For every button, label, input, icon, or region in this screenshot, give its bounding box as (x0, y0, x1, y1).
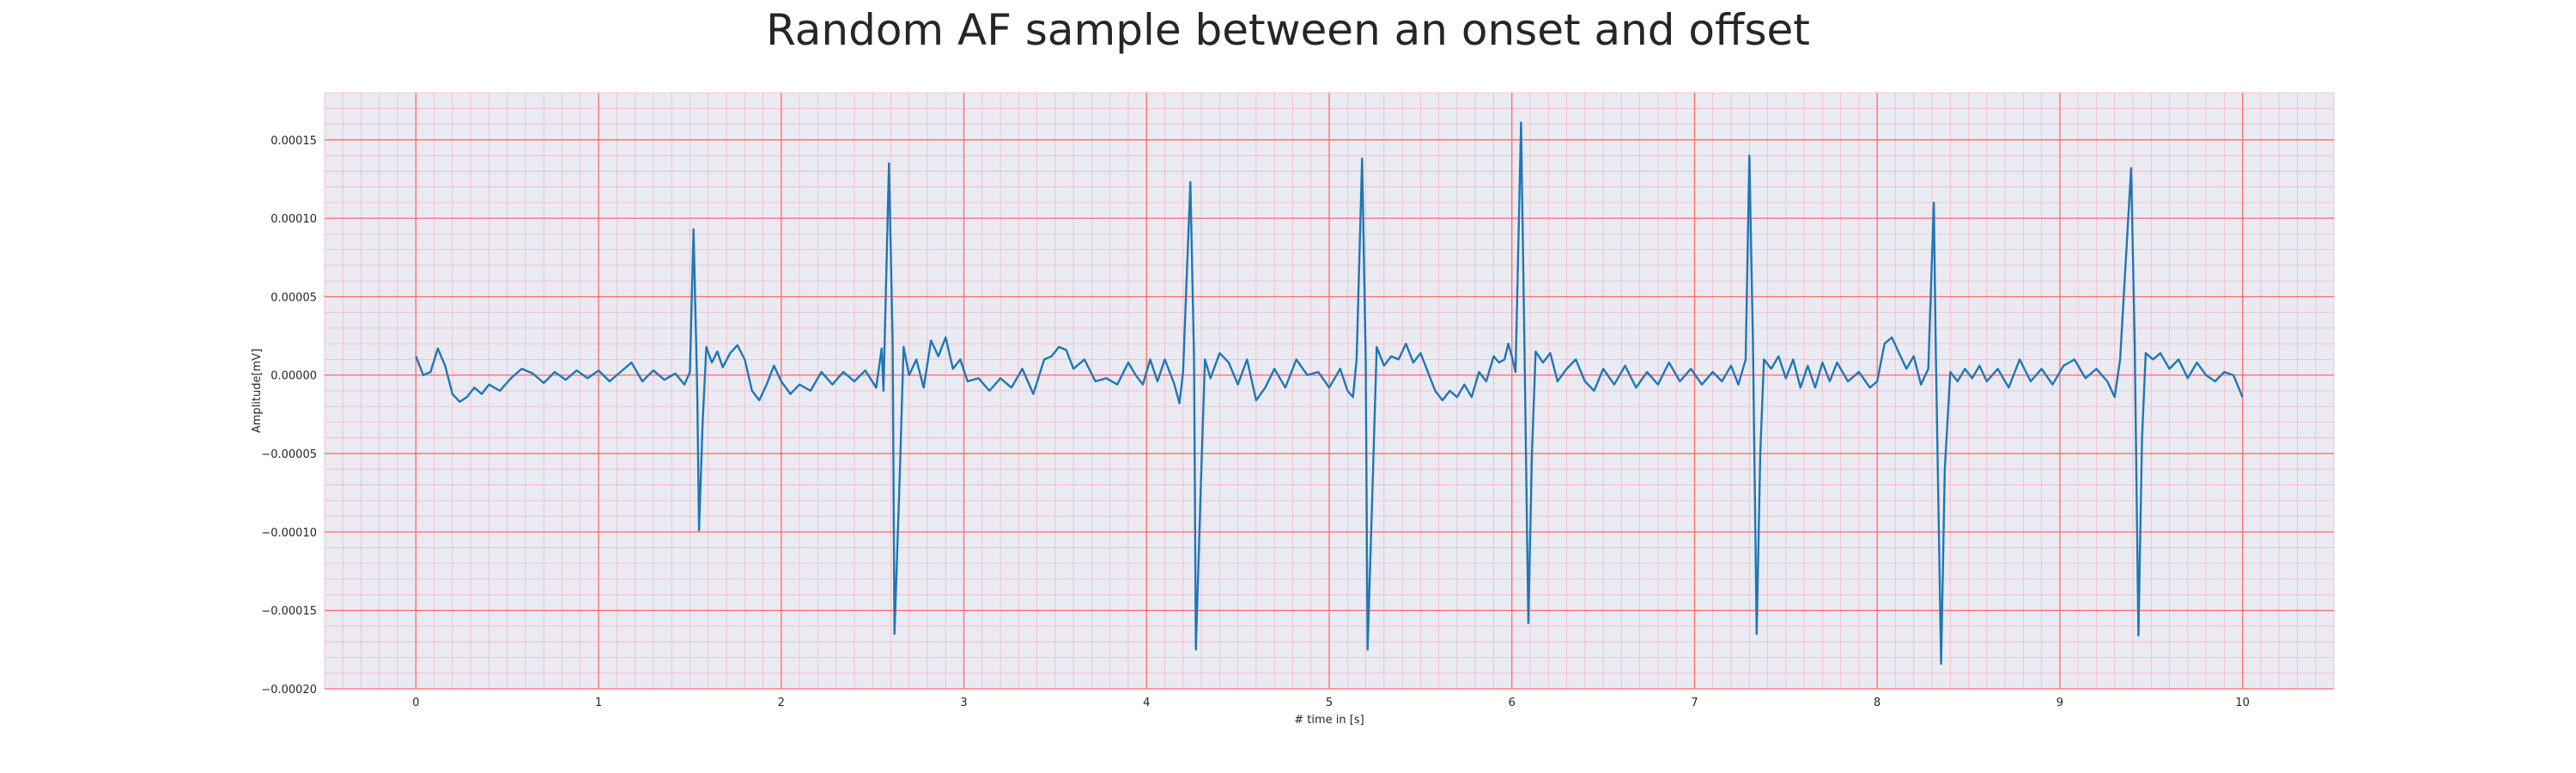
y-tick-label: 0.00000 (270, 370, 317, 383)
x-tick-label: 8 (1874, 697, 1880, 709)
x-tick-label: 7 (1691, 697, 1698, 709)
y-tick-label: 0.00005 (270, 291, 317, 304)
y-tick-label: 0.00015 (270, 135, 317, 148)
y-tick-label: −0.00015 (261, 606, 317, 618)
x-tick-label: 3 (960, 697, 967, 709)
x-tick-label: 9 (2057, 697, 2063, 709)
y-tick-label: −0.00020 (261, 684, 317, 697)
x-axis-label: # time in [s] (1294, 714, 1364, 727)
chart-title: Random AF sample between an onset and of… (766, 5, 1810, 55)
y-tick-labels: 0.00015 0.00010 0.00005 0.00000 −0.00005 −0.0… (261, 135, 317, 697)
x-tick-labels: 0 1 2 3 4 5 6 7 8 9 10 (412, 697, 2250, 709)
major-grid (325, 93, 2334, 690)
x-tick-label: 0 (412, 697, 419, 709)
x-tick-label: 10 (2235, 697, 2250, 709)
y-axis-label: Amplitude[mV] (251, 349, 264, 433)
y-tick-label: −0.00010 (261, 526, 317, 539)
x-tick-label: 1 (595, 697, 602, 709)
y-tick-label: 0.00010 (270, 213, 317, 226)
series-line (415, 121, 2244, 665)
x-tick-label: 2 (778, 697, 785, 709)
x-tick-label: 4 (1143, 697, 1150, 709)
y-tick-label: −0.00005 (261, 448, 317, 461)
x-tick-label: 6 (1509, 697, 1516, 709)
x-tick-label: 5 (1326, 697, 1333, 709)
